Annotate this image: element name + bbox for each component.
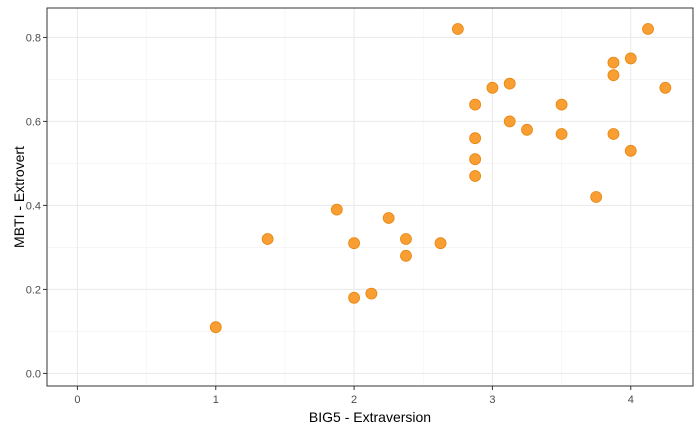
data-point	[521, 123, 533, 136]
data-point	[469, 132, 482, 145]
data-point	[209, 321, 222, 334]
x-axis-title: BIG5 - Extraversion	[309, 409, 431, 425]
data-point	[382, 212, 395, 224]
data-point	[469, 153, 482, 166]
data-point	[624, 144, 637, 157]
data-point	[590, 191, 603, 203]
data-point	[555, 128, 568, 140]
data-point	[434, 237, 447, 250]
x-tick-label: 1	[213, 394, 219, 406]
y-tick-label: 0.2	[26, 284, 41, 296]
data-point	[503, 115, 516, 128]
data-point	[555, 98, 568, 111]
data-point	[642, 23, 654, 35]
data-point	[261, 233, 274, 245]
y-tick-label: 0.8	[26, 32, 41, 44]
data-point	[486, 81, 499, 94]
major-gridlines	[47, 8, 693, 386]
data-point	[348, 291, 360, 304]
y-axis-title: MBTI - Extrovert	[11, 146, 27, 248]
x-tick-label: 0	[74, 394, 80, 406]
data-point	[400, 249, 412, 262]
data-points	[209, 23, 672, 334]
data-point	[365, 287, 378, 300]
x-tick-label: 4	[628, 394, 634, 406]
minor-gridlines	[47, 8, 693, 386]
data-point	[607, 56, 620, 69]
x-axis-ticks: 0 1 2 3 4	[74, 386, 634, 406]
y-tick-label: 0.0	[26, 368, 41, 380]
data-point	[607, 69, 620, 82]
data-point	[624, 52, 637, 65]
plot-panel-border	[46, 7, 694, 387]
data-point	[451, 23, 464, 35]
y-tick-label: 0.6	[26, 116, 41, 128]
data-point	[469, 98, 482, 111]
data-point	[348, 237, 360, 250]
y-tick-label: 0.4	[26, 200, 41, 212]
data-point	[469, 170, 482, 182]
y-axis-ticks: 0.0 0.2 0.4 0.6 0.8	[26, 32, 47, 380]
x-tick-label: 2	[351, 394, 357, 406]
data-point	[330, 203, 343, 216]
data-point	[400, 233, 412, 245]
x-tick-label: 3	[489, 394, 495, 406]
data-point	[503, 77, 516, 90]
data-point	[659, 81, 672, 94]
data-point	[607, 128, 620, 140]
